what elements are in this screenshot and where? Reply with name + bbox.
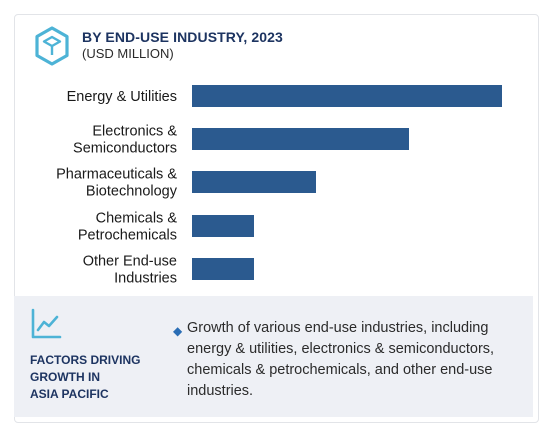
category-label: Electronics & Semiconductors (73, 124, 177, 157)
diamond-bullet-icon: ◆ (173, 324, 183, 338)
bar (192, 215, 254, 237)
bar (192, 171, 316, 193)
factors-heading-line: GROWTH IN (30, 370, 100, 384)
chart-title: BY END-USE INDUSTRY, 2023 (82, 29, 283, 45)
trend-line-icon (31, 308, 62, 339)
cube-hexagon-icon (35, 26, 69, 66)
chart-subtitle: (USD MILLION) (82, 46, 174, 61)
factors-heading-line: FACTORS DRIVING (30, 353, 141, 367)
factors-heading: FACTORS DRIVING GROWTH IN ASIA PACIFIC (30, 352, 170, 403)
factors-heading-line: ASIA PACIFIC (30, 387, 109, 401)
bar (192, 85, 502, 107)
bar (192, 128, 409, 150)
category-label: Other End-use Industries (83, 254, 177, 287)
category-label: Energy & Utilities (67, 89, 177, 105)
bar (192, 258, 254, 280)
category-label: Pharmaceuticals & Biotechnology (56, 167, 178, 200)
factors-panel: FACTORS DRIVING GROWTH IN ASIA PACIFIC ◆… (14, 296, 533, 417)
bar-chart: Energy & Utilities Electronics & Semicondu… (56, 85, 502, 287)
category-label: Chemicals & Petrochemicals (78, 211, 177, 244)
growth-description: Growth of various end-use industries, in… (187, 320, 495, 399)
